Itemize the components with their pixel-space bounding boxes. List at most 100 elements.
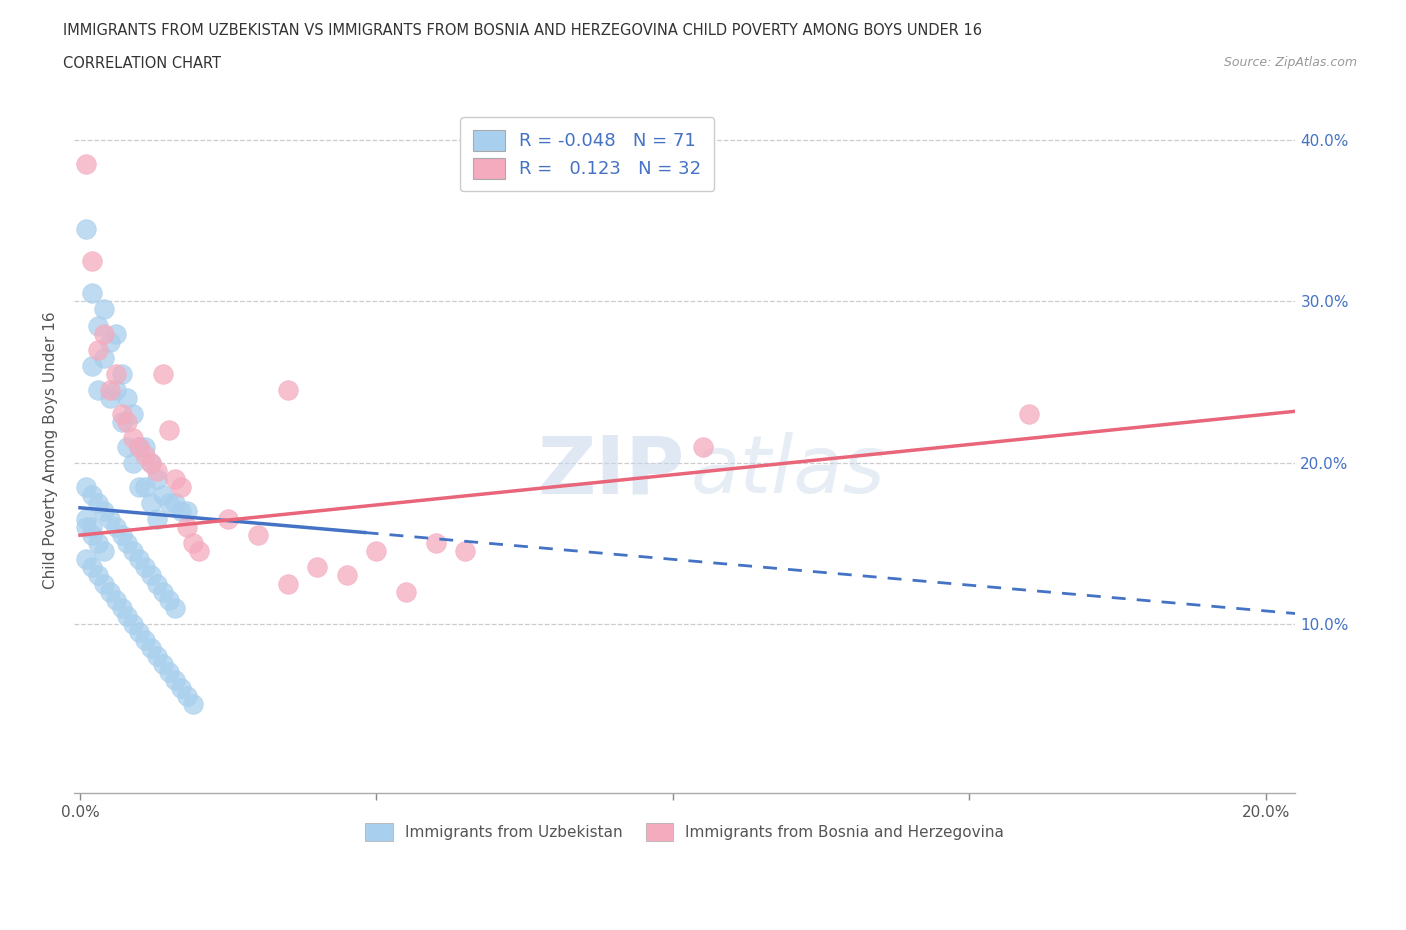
- Point: [141, 568, 163, 583]
- Point: [170, 503, 193, 518]
- Point: [87, 318, 110, 333]
- Point: [146, 648, 169, 663]
- Point: [117, 536, 139, 551]
- Point: [122, 617, 145, 631]
- Point: [87, 536, 110, 551]
- Text: CORRELATION CHART: CORRELATION CHART: [63, 56, 221, 71]
- Point: [93, 503, 115, 518]
- Point: [152, 366, 174, 381]
- Point: [152, 487, 174, 502]
- Point: [187, 544, 209, 559]
- Point: [134, 479, 156, 494]
- Point: [128, 551, 150, 566]
- Y-axis label: Child Poverty Among Boys Under 16: Child Poverty Among Boys Under 16: [44, 312, 58, 590]
- Point: [141, 455, 163, 470]
- Point: [163, 672, 186, 687]
- Point: [110, 415, 132, 430]
- Point: [176, 503, 198, 518]
- Point: [181, 697, 204, 711]
- Point: [122, 406, 145, 421]
- Point: [93, 302, 115, 317]
- Point: [80, 527, 103, 542]
- Point: [246, 527, 269, 542]
- Point: [87, 382, 110, 397]
- Point: [366, 544, 388, 559]
- Point: [157, 592, 180, 607]
- Point: [141, 455, 163, 470]
- Point: [163, 600, 186, 615]
- Point: [104, 366, 127, 381]
- Point: [80, 520, 103, 535]
- Point: [141, 496, 163, 511]
- Point: [692, 439, 714, 454]
- Point: [146, 512, 169, 526]
- Point: [163, 472, 186, 486]
- Point: [104, 382, 127, 397]
- Point: [80, 560, 103, 575]
- Point: [134, 447, 156, 462]
- Point: [117, 608, 139, 623]
- Point: [152, 584, 174, 599]
- Point: [454, 544, 477, 559]
- Point: [110, 527, 132, 542]
- Point: [152, 657, 174, 671]
- Point: [307, 560, 329, 575]
- Point: [87, 496, 110, 511]
- Point: [93, 351, 115, 365]
- Point: [75, 479, 97, 494]
- Point: [176, 520, 198, 535]
- Point: [395, 584, 418, 599]
- Text: IMMIGRANTS FROM UZBEKISTAN VS IMMIGRANTS FROM BOSNIA AND HERZEGOVINA CHILD POVER: IMMIGRANTS FROM UZBEKISTAN VS IMMIGRANTS…: [63, 23, 983, 38]
- Point: [93, 544, 115, 559]
- Point: [117, 415, 139, 430]
- Point: [75, 157, 97, 172]
- Point: [146, 463, 169, 478]
- Point: [1018, 406, 1040, 421]
- Point: [87, 568, 110, 583]
- Point: [98, 584, 121, 599]
- Point: [277, 576, 299, 591]
- Point: [146, 472, 169, 486]
- Point: [117, 439, 139, 454]
- Point: [425, 536, 447, 551]
- Point: [98, 391, 121, 405]
- Text: atlas: atlas: [690, 432, 886, 510]
- Point: [98, 512, 121, 526]
- Point: [134, 560, 156, 575]
- Point: [157, 665, 180, 680]
- Point: [170, 681, 193, 696]
- Point: [98, 334, 121, 349]
- Point: [128, 624, 150, 639]
- Point: [128, 439, 150, 454]
- Point: [80, 286, 103, 300]
- Text: Source: ZipAtlas.com: Source: ZipAtlas.com: [1223, 56, 1357, 69]
- Point: [75, 520, 97, 535]
- Point: [336, 568, 359, 583]
- Point: [75, 221, 97, 236]
- Point: [134, 632, 156, 647]
- Point: [104, 326, 127, 341]
- Point: [181, 536, 204, 551]
- Point: [157, 496, 180, 511]
- Point: [134, 439, 156, 454]
- Point: [104, 520, 127, 535]
- Point: [110, 600, 132, 615]
- Point: [217, 512, 239, 526]
- Point: [128, 439, 150, 454]
- Point: [110, 406, 132, 421]
- Point: [128, 479, 150, 494]
- Point: [170, 479, 193, 494]
- Point: [117, 391, 139, 405]
- Point: [80, 487, 103, 502]
- Text: ZIP: ZIP: [537, 432, 685, 510]
- Point: [93, 326, 115, 341]
- Point: [93, 576, 115, 591]
- Point: [157, 423, 180, 438]
- Point: [75, 551, 97, 566]
- Point: [104, 592, 127, 607]
- Point: [122, 455, 145, 470]
- Point: [98, 382, 121, 397]
- Point: [87, 342, 110, 357]
- Point: [122, 544, 145, 559]
- Point: [277, 382, 299, 397]
